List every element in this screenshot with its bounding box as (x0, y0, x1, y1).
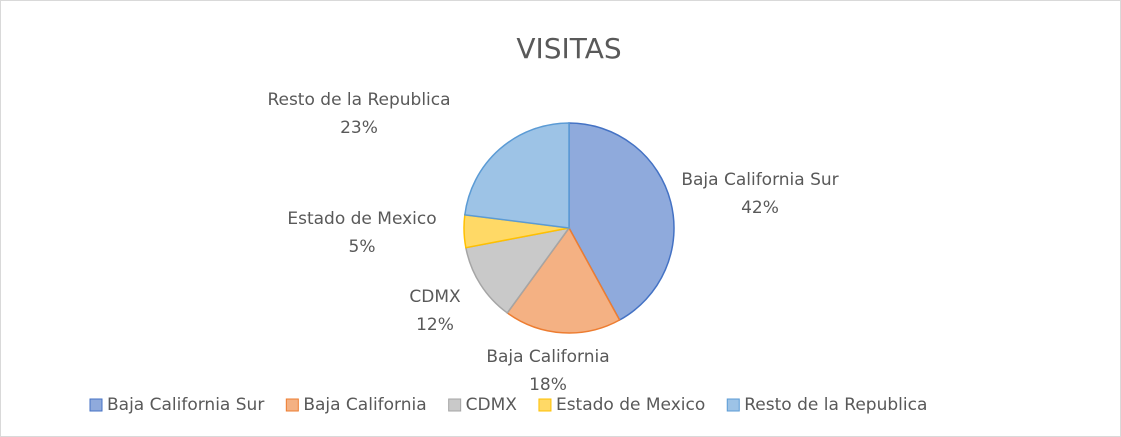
legend-label: CDMX (466, 395, 518, 415)
legend-swatch (538, 398, 552, 412)
data-label-value: 18% (529, 375, 567, 395)
data-label-name: Baja California (486, 347, 609, 367)
data-label-name: Resto de la Republica (267, 90, 450, 110)
legend-label: Resto de la Republica (744, 395, 927, 415)
data-label-value: 12% (416, 315, 454, 335)
data-label-value: 23% (340, 118, 378, 138)
data-label-value: 5% (349, 237, 376, 257)
data-label-name: Baja California Sur (681, 170, 838, 190)
legend-label: Estado de Mexico (556, 395, 705, 415)
legend-label: Baja California (303, 395, 426, 415)
chart-title: VISITAS (516, 32, 621, 65)
legend-swatch (448, 398, 462, 412)
legend-swatch (89, 398, 103, 412)
pie-slice (464, 226, 571, 314)
data-label-name: CDMX (409, 287, 461, 307)
pie-slice (463, 122, 570, 229)
pie-slice (506, 226, 621, 334)
legend-swatch (726, 398, 740, 412)
legend-swatch (285, 398, 299, 412)
data-label-value: 42% (741, 198, 779, 218)
pie-slice (568, 122, 675, 322)
legend-label: Baja California Sur (107, 395, 264, 415)
data-label-name: Estado de Mexico (287, 209, 436, 229)
